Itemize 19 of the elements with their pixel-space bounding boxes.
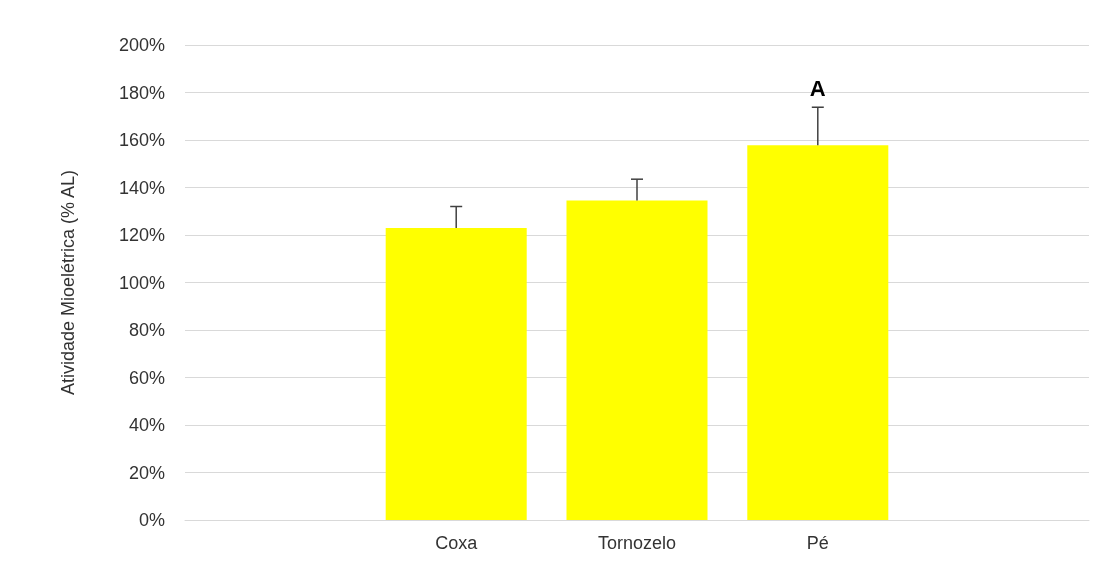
y-axis-title: Atividade Mioelétrica (% AL) xyxy=(58,169,78,396)
y-tick-label: 40% xyxy=(128,415,165,435)
x-tick-label: Coxa xyxy=(435,533,479,553)
y-tick-label: 180% xyxy=(118,82,165,103)
bar xyxy=(385,227,527,520)
bar xyxy=(747,145,889,520)
y-tick-label: 80% xyxy=(128,320,165,340)
y-tick-label: 20% xyxy=(128,462,165,483)
y-tick-label: 100% xyxy=(118,272,165,293)
annotation: A xyxy=(809,75,826,101)
y-tick-label: 120% xyxy=(118,225,165,245)
y-tick-label: 140% xyxy=(118,177,165,198)
x-tick-label: Pé xyxy=(806,533,829,553)
bar xyxy=(566,200,708,520)
y-tick-label: 60% xyxy=(128,367,165,388)
y-tick-label: 0% xyxy=(138,510,165,530)
y-tick-label: 160% xyxy=(118,130,165,150)
x-tick-label: Tornozelo xyxy=(597,533,677,553)
y-tick-label: 200% xyxy=(118,35,165,55)
